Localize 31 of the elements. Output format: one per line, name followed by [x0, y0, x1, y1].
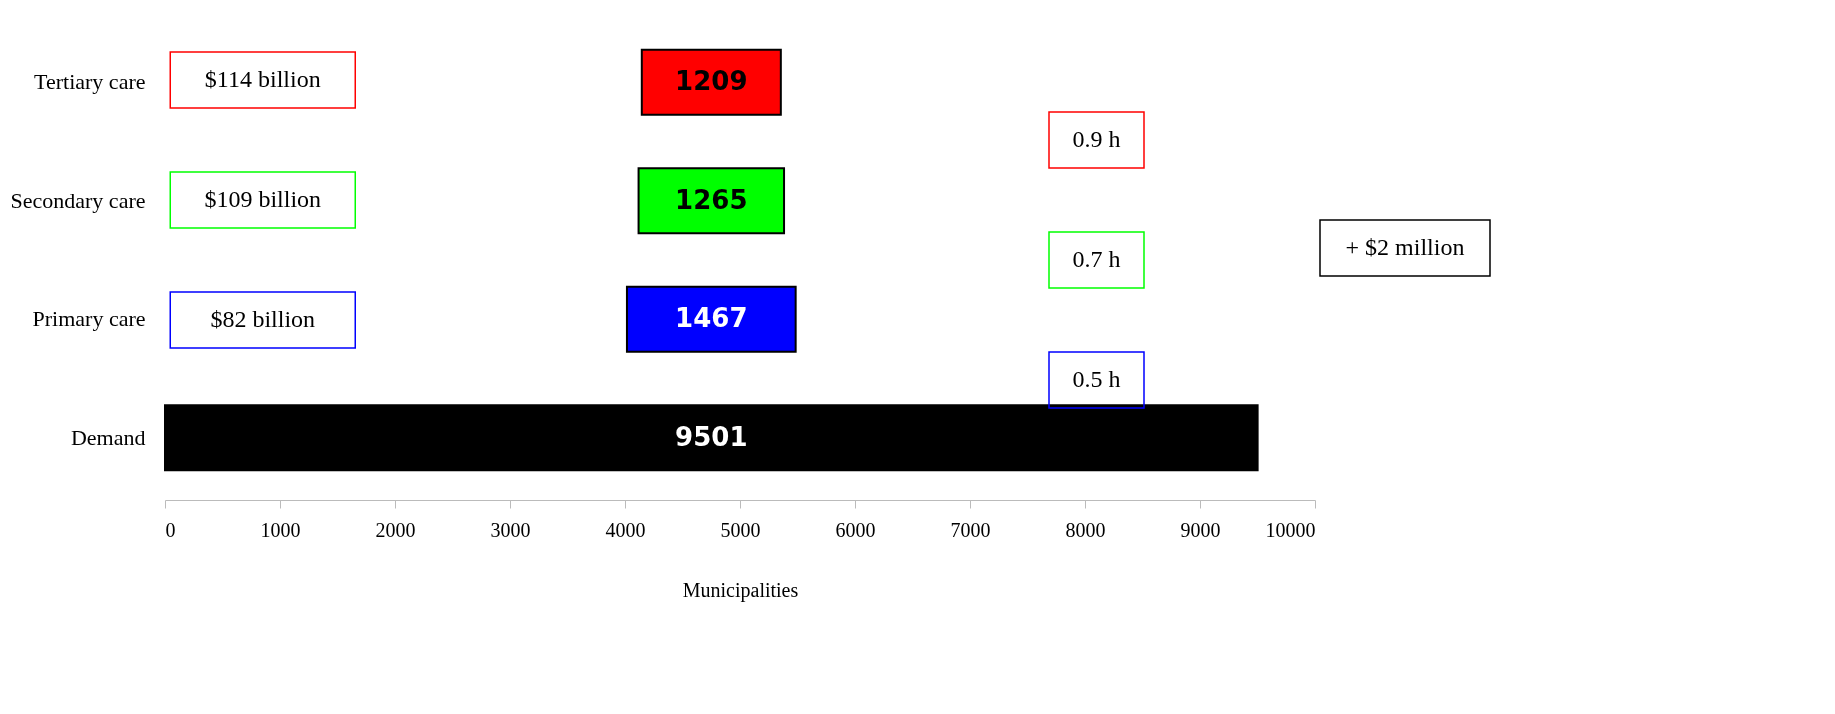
bar — [625, 285, 797, 353]
y-tick-label: Primary care — [32, 306, 146, 332]
x-tick-label: 9000 — [1180, 518, 1221, 541]
x-tick-label: 2000 — [375, 518, 416, 541]
x-tick-label: 7000 — [950, 518, 991, 541]
data-label: 1209 — [675, 66, 748, 97]
annotation: 0.7 h — [1072, 246, 1121, 272]
annotation: $114 billion — [204, 66, 321, 92]
annotation: $82 billion — [210, 306, 316, 332]
x-tick-label: 0 — [165, 518, 176, 541]
x-tick-label: 1000 — [260, 518, 301, 541]
annotation: $109 billion — [204, 186, 322, 212]
x-tick-label: 4000 — [605, 518, 646, 541]
annotation: 0.5 h — [1072, 366, 1121, 392]
y-tick-label: Tertiary care — [34, 69, 146, 95]
bar — [637, 167, 786, 235]
data-label: 9501 — [675, 421, 748, 452]
y-tick-label: Demand — [70, 424, 146, 450]
bar — [640, 48, 782, 116]
x-tick-label: 10000 — [1265, 518, 1316, 541]
bar — [164, 404, 1259, 472]
x-tick-label: 5000 — [720, 518, 761, 541]
x-axis-title: Municipalities — [682, 578, 799, 602]
y-tick-label: Secondary care — [10, 187, 146, 213]
x-tick-label: 6000 — [835, 518, 876, 541]
text: + $2 million — [1345, 234, 1465, 260]
x-tick-label: 8000 — [1065, 518, 1106, 541]
data-label: 1467 — [675, 303, 748, 334]
data-label: 1265 — [675, 184, 748, 215]
annotation: 0.9 h — [1072, 126, 1121, 152]
x-tick-label: 3000 — [490, 518, 531, 541]
